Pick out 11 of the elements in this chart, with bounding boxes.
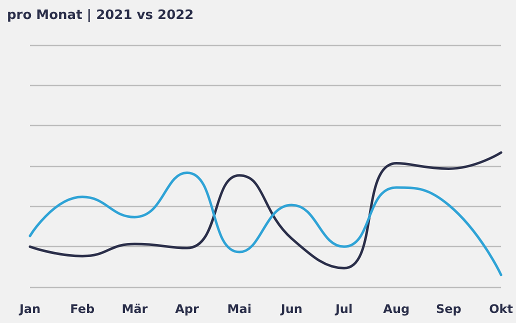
x-tick-label: Feb [70, 302, 95, 316]
x-tick-label: Jul [334, 302, 353, 316]
x-tick-label: Jan [18, 302, 41, 316]
chart-title: pro Monat | 2021 vs 2022 [7, 8, 194, 23]
x-tick-label: Jun [280, 302, 302, 316]
x-tick-label: Mär [122, 302, 148, 316]
x-tick-label: Mai [227, 302, 252, 316]
x-tick-label: Aug [383, 302, 410, 316]
x-tick-label: Apr [175, 302, 199, 316]
x-tick-label: Okt [489, 302, 514, 316]
x-tick-label: Sep [436, 302, 462, 316]
